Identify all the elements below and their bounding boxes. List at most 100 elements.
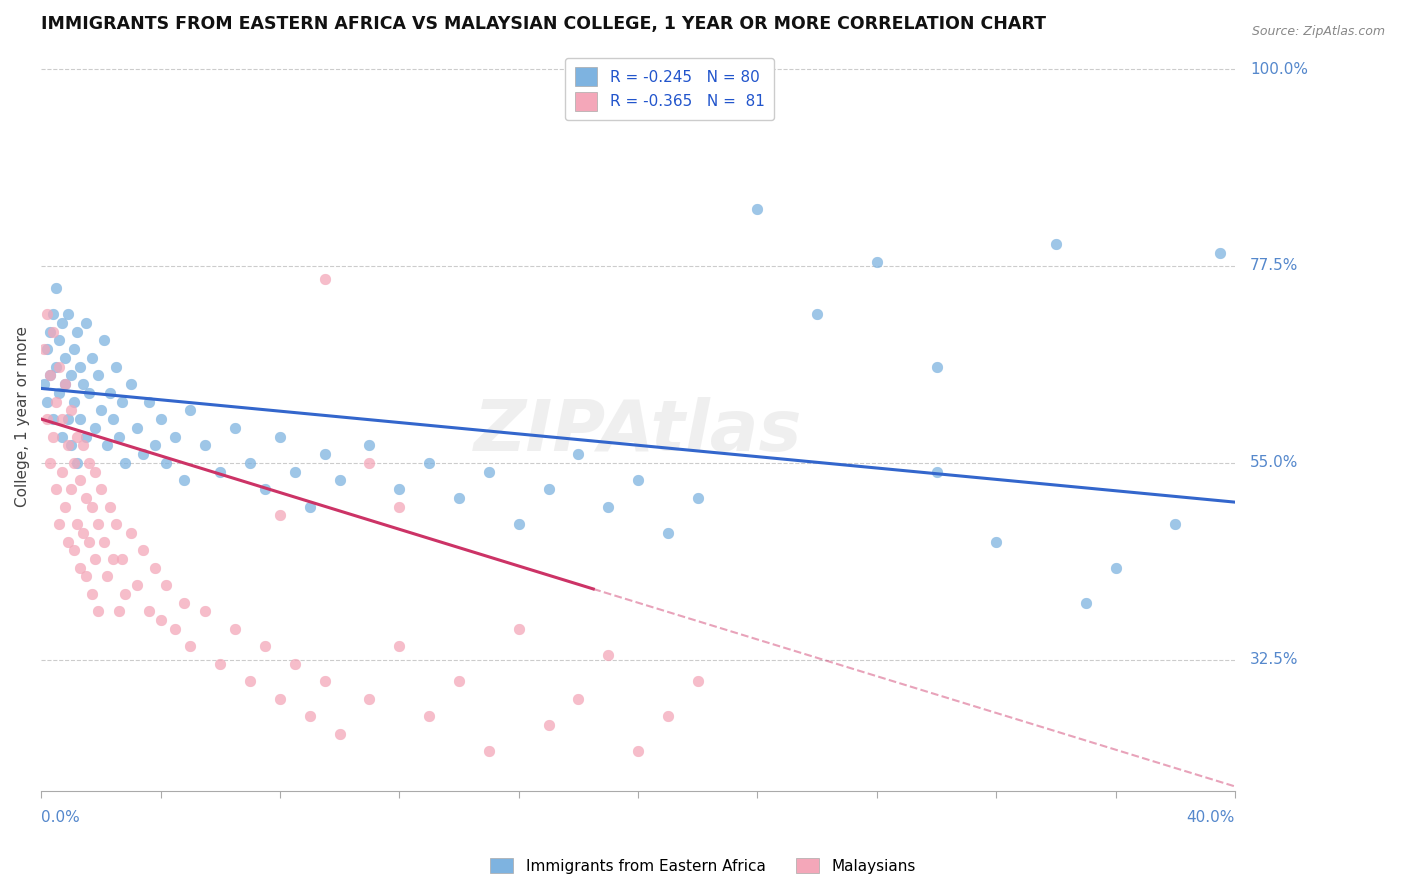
Point: [138, 605, 160, 619]
Point: [111, 394, 134, 409]
Point: [63, 456, 86, 470]
Text: Source: ZipAtlas.com: Source: ZipAtlas.com: [1251, 25, 1385, 38]
Point: [48, 385, 70, 400]
Point: [284, 657, 307, 671]
Point: [53, 351, 76, 365]
Point: [1164, 516, 1187, 531]
Point: [69, 412, 91, 426]
Point: [39, 325, 62, 339]
Point: [80, 500, 103, 514]
Legend: Immigrants from Eastern Africa, Malaysians: Immigrants from Eastern Africa, Malaysia…: [484, 852, 922, 880]
Point: [39, 368, 62, 383]
Point: [508, 622, 530, 636]
Point: [59, 438, 82, 452]
Point: [114, 587, 136, 601]
Text: 77.5%: 77.5%: [1250, 259, 1298, 274]
Text: 55.0%: 55.0%: [1250, 455, 1298, 470]
Point: [56, 438, 79, 452]
Point: [75, 491, 97, 505]
Text: 100.0%: 100.0%: [1250, 62, 1308, 77]
Point: [51, 316, 73, 330]
Point: [388, 482, 411, 496]
Point: [194, 605, 217, 619]
Point: [35, 412, 58, 426]
Point: [686, 674, 709, 689]
Point: [98, 500, 121, 514]
Point: [63, 394, 86, 409]
Point: [83, 421, 105, 435]
Point: [329, 473, 352, 487]
Point: [1104, 560, 1126, 574]
Point: [269, 508, 291, 523]
Point: [537, 482, 560, 496]
Point: [83, 552, 105, 566]
Point: [131, 543, 153, 558]
Point: [447, 674, 470, 689]
Point: [986, 534, 1008, 549]
Point: [686, 491, 709, 505]
Point: [104, 516, 127, 531]
Point: [418, 709, 440, 723]
Point: [75, 569, 97, 583]
Point: [96, 569, 118, 583]
Point: [806, 307, 828, 321]
Point: [155, 578, 177, 592]
Point: [224, 622, 246, 636]
Point: [90, 482, 112, 496]
Point: [508, 516, 530, 531]
Point: [51, 465, 73, 479]
Point: [173, 596, 195, 610]
Point: [93, 334, 115, 348]
Point: [179, 640, 201, 654]
Point: [388, 640, 411, 654]
Point: [63, 342, 86, 356]
Point: [35, 342, 58, 356]
Point: [69, 473, 91, 487]
Legend: R = -0.245   N = 80, R = -0.365   N =  81: R = -0.245 N = 80, R = -0.365 N = 81: [565, 58, 773, 120]
Point: [253, 640, 276, 654]
Point: [388, 500, 411, 514]
Point: [269, 692, 291, 706]
Text: 40.0%: 40.0%: [1187, 810, 1234, 825]
Point: [35, 307, 58, 321]
Point: [224, 421, 246, 435]
Point: [90, 403, 112, 417]
Point: [418, 456, 440, 470]
Point: [80, 587, 103, 601]
Point: [72, 377, 94, 392]
Point: [314, 674, 336, 689]
Point: [98, 385, 121, 400]
Point: [75, 316, 97, 330]
Point: [51, 412, 73, 426]
Point: [51, 429, 73, 443]
Point: [53, 377, 76, 392]
Point: [83, 465, 105, 479]
Point: [66, 325, 89, 339]
Text: IMMIGRANTS FROM EASTERN AFRICA VS MALAYSIAN COLLEGE, 1 YEAR OR MORE CORRELATION : IMMIGRANTS FROM EASTERN AFRICA VS MALAYS…: [41, 15, 1046, 33]
Point: [75, 429, 97, 443]
Point: [101, 412, 124, 426]
Point: [42, 307, 65, 321]
Point: [866, 254, 889, 268]
Point: [48, 334, 70, 348]
Point: [63, 543, 86, 558]
Point: [45, 482, 67, 496]
Point: [48, 516, 70, 531]
Point: [45, 394, 67, 409]
Point: [56, 534, 79, 549]
Point: [447, 491, 470, 505]
Point: [66, 429, 89, 443]
Point: [111, 552, 134, 566]
Text: 32.5%: 32.5%: [1250, 652, 1299, 667]
Point: [239, 674, 262, 689]
Point: [537, 718, 560, 732]
Point: [125, 421, 148, 435]
Point: [627, 744, 650, 758]
Point: [1045, 237, 1067, 252]
Point: [269, 429, 291, 443]
Point: [284, 465, 307, 479]
Point: [35, 394, 58, 409]
Point: [53, 377, 76, 392]
Point: [87, 368, 110, 383]
Point: [359, 456, 381, 470]
